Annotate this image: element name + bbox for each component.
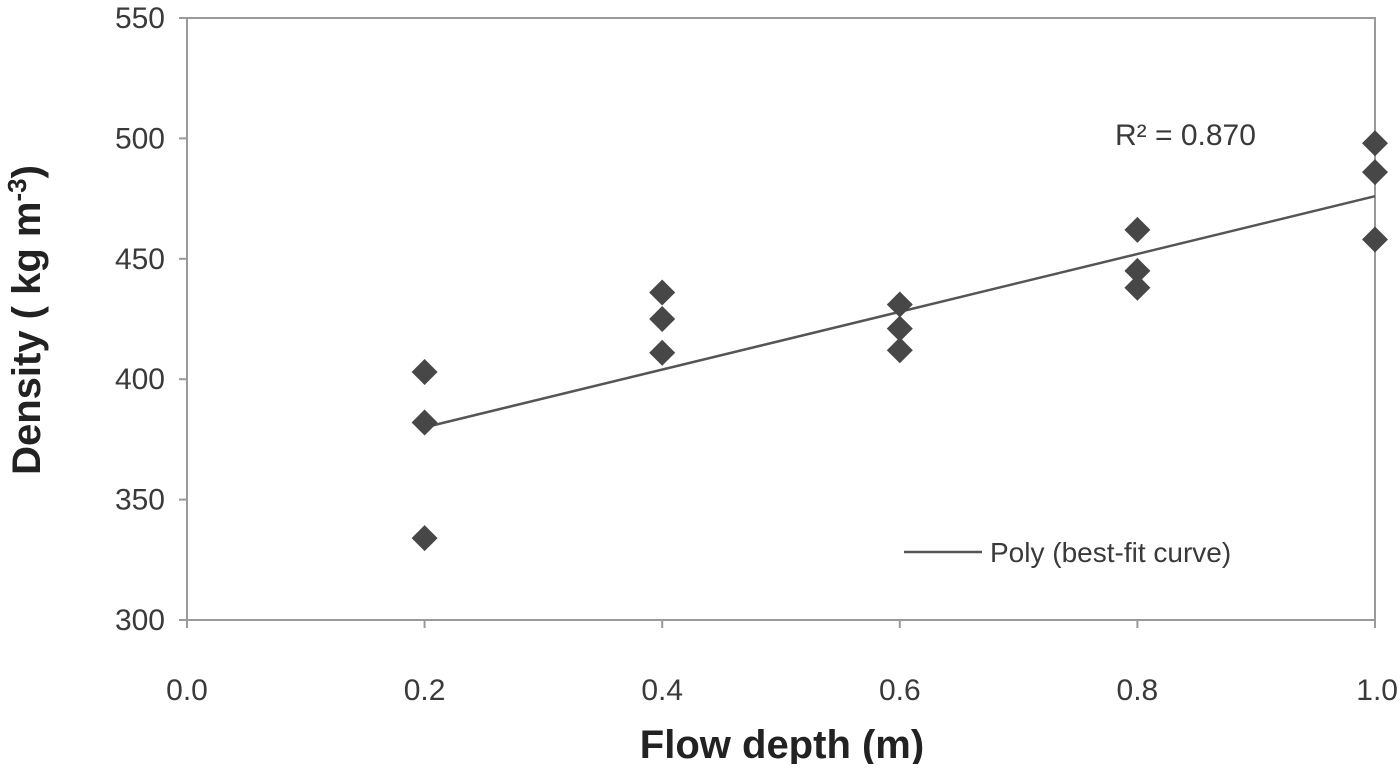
x-tick-label: 0.0 xyxy=(166,674,208,707)
data-point xyxy=(649,339,676,366)
x-axis-title: Flow depth (m) xyxy=(640,723,924,764)
data-point xyxy=(411,525,438,552)
axes-layer: 300 350 400 450 500 550 0.0 0.2 0.4 0.6 0.8 1.0 xyxy=(115,2,1398,707)
data-point xyxy=(886,315,913,342)
x-tick-label: 0.6 xyxy=(879,674,921,707)
y-tick-label: 350 xyxy=(115,484,165,517)
y-axis-title-main: Density ( kg m xyxy=(5,202,49,475)
x-tick-label: 1.0 xyxy=(1356,674,1398,707)
legend: Poly (best-fit curve) xyxy=(904,537,1231,568)
plot-frame xyxy=(186,17,1376,621)
data-point xyxy=(886,291,913,318)
data-point xyxy=(1124,257,1151,284)
y-tick-label: 400 xyxy=(115,363,165,396)
x-tick-label: 0.8 xyxy=(1117,674,1159,707)
data-point xyxy=(1124,216,1151,243)
y-tick-label: 500 xyxy=(115,122,165,155)
y-tick-label: 450 xyxy=(115,243,165,276)
data-point xyxy=(1124,274,1151,301)
y-axis-title-sup: -3 xyxy=(2,178,32,201)
data-point xyxy=(1362,226,1388,253)
y-axis-title-end: ) xyxy=(5,165,49,178)
data-point xyxy=(1362,130,1388,157)
data-point xyxy=(886,337,913,364)
points-layer xyxy=(411,130,1388,552)
x-tick-label: 0.2 xyxy=(404,674,446,707)
y-tick-label: 300 xyxy=(115,604,165,637)
data-point xyxy=(649,279,676,306)
data-point xyxy=(411,358,438,385)
r-squared-annotation: R² = 0.870 xyxy=(1115,119,1256,152)
y-tick-label: 550 xyxy=(115,2,165,35)
x-tick-label: 0.4 xyxy=(641,674,683,707)
data-point xyxy=(1362,159,1388,186)
data-point xyxy=(649,306,676,332)
y-axis-title: Density ( kg m-3) xyxy=(2,165,49,475)
legend-label: Poly (best-fit curve) xyxy=(990,537,1231,568)
data-point xyxy=(411,409,438,436)
